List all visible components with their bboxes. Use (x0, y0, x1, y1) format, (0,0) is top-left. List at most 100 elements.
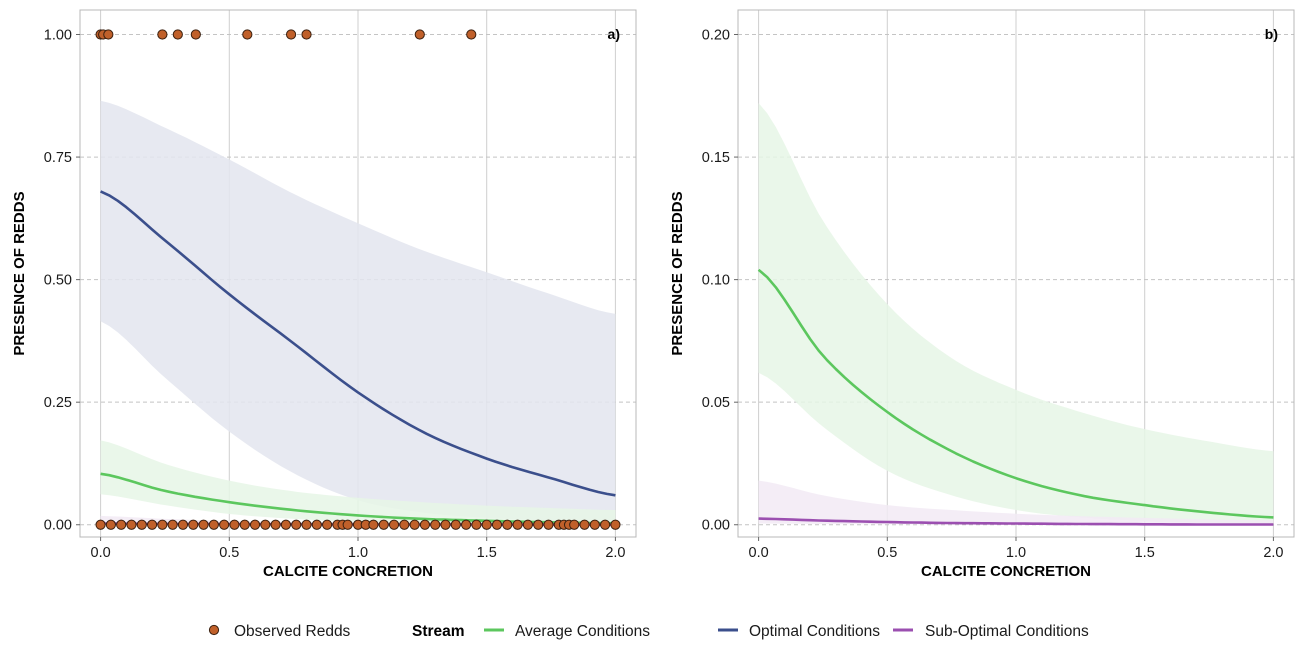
observed-redd-point (311, 519, 322, 530)
panel-label: a) (608, 26, 620, 42)
y-tick-label: 0.05 (702, 395, 730, 411)
observed-redd-point (533, 519, 544, 530)
confidence-band-optimal-conditions (100, 100, 616, 523)
y-axis-title: PRESENCE OF REDDS (11, 191, 28, 355)
observed-redd-point (219, 519, 230, 530)
x-tick-label: 0.5 (219, 545, 239, 561)
observed-redd-point (419, 519, 431, 530)
x-tick-label: 1.0 (1006, 545, 1026, 561)
y-tick-label: 0.10 (702, 273, 730, 289)
observed-redd-point (409, 519, 420, 530)
observed-redd-point (103, 29, 114, 40)
x-tick-label: 1.5 (477, 545, 497, 561)
legend-observed-redds-label: Observed Redds (234, 623, 351, 640)
confidence-band-sub-optimal-conditions (758, 480, 1274, 525)
x-tick-label: 0.5 (877, 545, 897, 561)
observed-redd-point (399, 519, 410, 530)
observed-redd-point (512, 519, 523, 530)
y-axis-title: PRESENCE OF REDDS (669, 191, 686, 355)
legend-average-label: Average Conditions (515, 623, 650, 640)
x-tick-label: 0.0 (749, 545, 769, 561)
y-tick-label: 0.00 (702, 518, 730, 534)
observed-redd-point (126, 519, 137, 530)
x-tick-label: 2.0 (605, 545, 625, 561)
observed-redd-point (388, 519, 400, 530)
observed-redd-point (440, 519, 451, 530)
observed-redd-point (177, 519, 189, 530)
observed-redd-point (378, 519, 389, 530)
observed-redd-point (242, 29, 253, 40)
observed-redd-point (270, 519, 281, 530)
y-tick-label: 0.75 (44, 150, 72, 166)
observed-redd-point (322, 519, 333, 530)
legend-observed-redds-marker (208, 624, 220, 636)
panel-b: 0.0 0.5 1.0 1.5 2.0 0.00 0.05 0.10 0.15 0.20 CALCI… (669, 9, 1295, 580)
observed-redd-point (249, 519, 261, 530)
observed-redd-point (414, 29, 425, 40)
observed-redd-point (301, 29, 312, 40)
observed-redd-point (579, 519, 590, 530)
observed-redd-point (342, 519, 353, 530)
observed-redd-point (280, 519, 292, 530)
legend-suboptimal-label: Sub-Optimal Conditions (925, 623, 1089, 640)
x-tick-label: 1.5 (1135, 545, 1155, 561)
observed-redd-point (167, 519, 178, 530)
observed-redd-point (301, 519, 312, 530)
x-tick-label: 1.0 (348, 545, 368, 561)
observed-redd-point (543, 519, 554, 530)
observed-redd-point (466, 29, 477, 40)
observed-redd-point (229, 519, 240, 530)
panel-a: 0.0 0.5 1.0 1.5 2.0 0.00 0.25 0.50 0.75 1.00 CALCI… (11, 9, 637, 580)
observed-redd-point (491, 519, 503, 530)
x-axis-title: CALCITE CONCRETION (921, 563, 1091, 580)
confidence-band-sub-optimal-conditions (100, 515, 616, 525)
observed-redd-point (95, 519, 106, 530)
observed-redd-point (589, 519, 600, 530)
legend-optimal-label: Optimal Conditions (749, 623, 880, 640)
confidence-band-average-conditions (758, 103, 1274, 524)
observed-redd-point (190, 29, 201, 40)
series-line-sub-optimal-conditions (758, 517, 1274, 526)
series-line-optimal-conditions (100, 190, 616, 497)
observed-redd-point (291, 519, 302, 530)
y-tick-label: 0.25 (44, 395, 72, 411)
observed-redd-point (172, 29, 183, 40)
observed-redd-point (461, 519, 472, 530)
observed-redd-point (239, 519, 250, 530)
observed-redd-point (600, 519, 611, 530)
x-tick-label: 0.0 (91, 545, 111, 561)
observed-redd-point (208, 519, 219, 530)
observed-redd-point (481, 519, 492, 530)
observed-redd-point (198, 519, 209, 530)
observed-redd-point (157, 519, 168, 530)
y-tick-label: 0.15 (702, 150, 730, 166)
observed-redd-point (285, 29, 297, 40)
x-tick-label: 2.0 (1263, 545, 1283, 561)
observed-redd-point (471, 519, 482, 530)
observed-redd-point (157, 29, 168, 40)
observed-redd-point (116, 519, 127, 530)
legend: Observed Redds Stream Average Conditions… (208, 623, 1089, 640)
observed-redd-point (136, 519, 147, 530)
y-tick-label: 0.50 (44, 273, 72, 289)
observed-redd-point (569, 519, 580, 530)
observed-redd-point (610, 519, 621, 530)
panel-label: b) (1265, 26, 1278, 42)
observed-redd-point (188, 519, 199, 530)
observed-redd-point (105, 519, 116, 530)
observed-redd-point (368, 519, 379, 530)
observed-redd-point (430, 519, 441, 530)
observed-redd-point (502, 519, 513, 530)
observed-redd-point (522, 519, 533, 530)
x-axis-title: CALCITE CONCRETION (263, 563, 433, 580)
observed-redd-point (146, 519, 158, 530)
y-tick-label: 0.20 (702, 28, 730, 44)
legend-group-title: Stream (412, 623, 465, 640)
series-line-average-conditions (757, 268, 1274, 519)
y-tick-label: 0.00 (44, 518, 72, 534)
observed-redd-point (450, 519, 461, 530)
y-tick-label: 1.00 (44, 28, 72, 44)
observed-redd-point (260, 519, 271, 530)
